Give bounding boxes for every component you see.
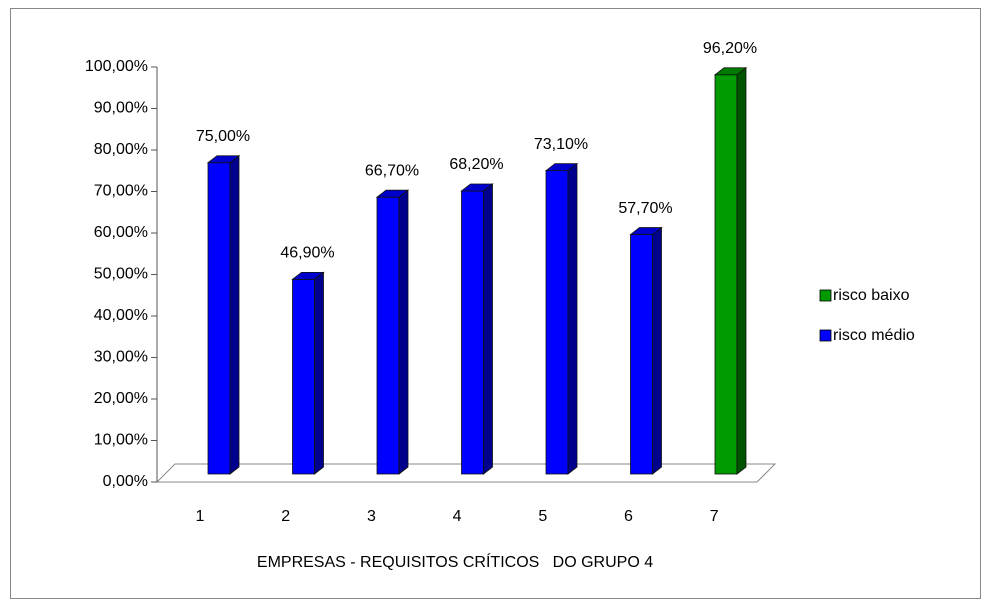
legend-swatch bbox=[819, 329, 832, 342]
x-tick-label: 6 bbox=[624, 508, 633, 525]
bar-top bbox=[375, 189, 410, 198]
data-label: 57,70% bbox=[618, 200, 672, 217]
y-tick-label: 100,00% bbox=[85, 58, 148, 75]
x-tick-label: 1 bbox=[196, 508, 205, 525]
data-label: 46,90% bbox=[280, 245, 334, 262]
bar bbox=[714, 74, 738, 475]
y-tick-label: 70,00% bbox=[94, 183, 148, 200]
y-tick-label: 90,00% bbox=[94, 100, 148, 117]
y-tick-label: 0,00% bbox=[103, 473, 148, 490]
bar bbox=[545, 170, 569, 475]
bar bbox=[292, 278, 315, 475]
data-label: 68,20% bbox=[449, 156, 503, 173]
bar-top bbox=[291, 271, 325, 280]
bar bbox=[630, 234, 653, 475]
bar-side bbox=[398, 189, 409, 475]
bar bbox=[461, 190, 484, 475]
bar-top bbox=[713, 67, 748, 76]
legend-label: risco médio bbox=[833, 327, 915, 344]
y-tick-label: 50,00% bbox=[94, 266, 148, 283]
y-tick-label: 40,00% bbox=[94, 307, 148, 324]
x-axis-title: EMPRESAS - REQUISITOS CRÍTICOS DO GRUPO … bbox=[257, 552, 653, 571]
bar-top bbox=[460, 183, 494, 192]
data-label: 73,10% bbox=[534, 136, 588, 153]
chart-border bbox=[10, 8, 981, 599]
bar-top bbox=[629, 227, 663, 235]
y-tick-label: 10,00% bbox=[94, 432, 148, 449]
data-label: 96,20% bbox=[703, 40, 757, 57]
bar-top bbox=[206, 155, 241, 164]
x-tick-label: 4 bbox=[453, 508, 462, 525]
bar bbox=[376, 196, 400, 475]
bar-side bbox=[483, 183, 493, 475]
data-label: 75,00% bbox=[196, 128, 250, 145]
data-label: 66,70% bbox=[365, 162, 419, 179]
bar-side bbox=[736, 66, 747, 475]
bar-side bbox=[652, 226, 662, 475]
x-tick-label: 7 bbox=[710, 508, 719, 525]
x-tick-label: 3 bbox=[367, 508, 376, 525]
x-tick-label: 5 bbox=[538, 508, 547, 525]
y-tick-label: 60,00% bbox=[94, 224, 148, 241]
bar-side bbox=[314, 271, 324, 475]
bar bbox=[207, 162, 231, 475]
bar-side bbox=[229, 154, 240, 475]
legend-label: risco baixo bbox=[833, 287, 910, 304]
y-tick-label: 30,00% bbox=[94, 349, 148, 366]
bar-top bbox=[544, 163, 579, 172]
legend-swatch bbox=[819, 289, 832, 302]
y-tick-label: 80,00% bbox=[94, 141, 148, 158]
bar-side bbox=[567, 162, 578, 475]
x-tick-label: 2 bbox=[281, 508, 290, 525]
y-tick-label: 20,00% bbox=[94, 390, 148, 407]
